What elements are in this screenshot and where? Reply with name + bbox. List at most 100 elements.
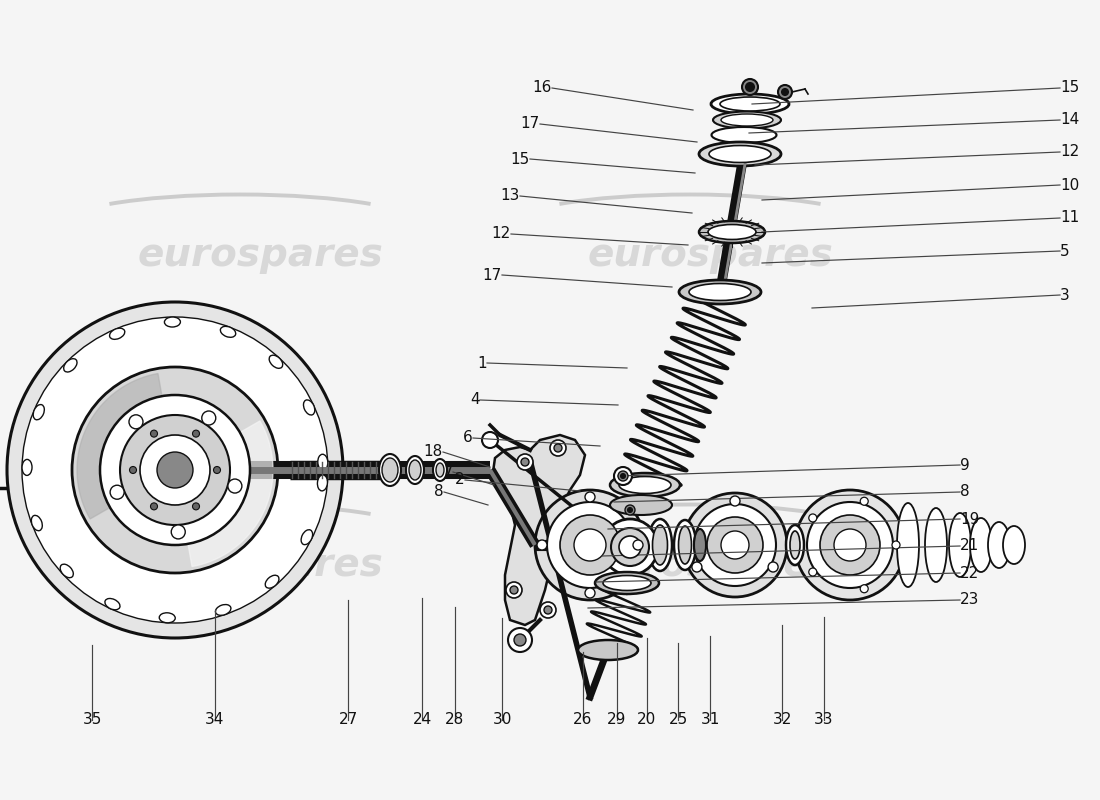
Ellipse shape [22, 459, 32, 475]
Circle shape [537, 540, 547, 550]
Circle shape [807, 502, 893, 588]
Ellipse shape [433, 459, 447, 481]
Circle shape [892, 541, 900, 549]
Ellipse shape [925, 508, 947, 582]
Text: 17: 17 [520, 117, 540, 131]
Ellipse shape [610, 495, 672, 515]
Text: 5: 5 [1060, 243, 1069, 258]
Text: 31: 31 [701, 713, 719, 727]
Circle shape [540, 602, 556, 618]
Circle shape [482, 432, 498, 448]
Text: 9: 9 [960, 458, 970, 473]
Ellipse shape [60, 564, 74, 578]
Ellipse shape [786, 525, 804, 565]
Circle shape [544, 606, 552, 614]
Text: 4: 4 [471, 393, 480, 407]
Ellipse shape [304, 400, 315, 415]
Ellipse shape [708, 225, 756, 239]
Ellipse shape [970, 518, 992, 572]
Circle shape [521, 458, 529, 466]
Circle shape [554, 444, 562, 452]
Text: 3: 3 [1060, 287, 1069, 302]
Polygon shape [77, 374, 175, 519]
Text: 30: 30 [493, 713, 512, 727]
Circle shape [157, 452, 192, 488]
Circle shape [201, 411, 216, 425]
Ellipse shape [595, 572, 659, 594]
Ellipse shape [33, 405, 44, 420]
Circle shape [808, 514, 817, 522]
Text: 33: 33 [814, 713, 834, 727]
Circle shape [692, 562, 702, 572]
Ellipse shape [164, 317, 180, 327]
Circle shape [820, 515, 880, 575]
Ellipse shape [64, 358, 77, 372]
Circle shape [585, 492, 595, 502]
Text: 35: 35 [82, 713, 101, 727]
Ellipse shape [110, 328, 124, 339]
Ellipse shape [674, 520, 696, 570]
Circle shape [778, 85, 792, 99]
Ellipse shape [689, 283, 751, 301]
Text: eurospares: eurospares [587, 236, 833, 274]
Circle shape [7, 302, 343, 638]
Ellipse shape [301, 530, 312, 545]
Text: 19: 19 [960, 511, 979, 526]
Circle shape [795, 490, 905, 600]
Circle shape [110, 486, 124, 499]
Ellipse shape [720, 114, 773, 126]
Text: 12: 12 [492, 226, 512, 242]
Circle shape [618, 471, 628, 481]
Circle shape [782, 89, 788, 95]
Text: 15: 15 [510, 151, 530, 166]
Circle shape [129, 415, 143, 429]
Circle shape [585, 588, 595, 598]
Polygon shape [175, 421, 273, 566]
Ellipse shape [265, 575, 279, 588]
Ellipse shape [949, 513, 971, 577]
Ellipse shape [720, 97, 780, 111]
Text: 26: 26 [573, 713, 593, 727]
Ellipse shape [270, 355, 283, 368]
Text: 16: 16 [532, 81, 552, 95]
Circle shape [614, 467, 632, 485]
Circle shape [574, 529, 606, 561]
Text: 28: 28 [446, 713, 464, 727]
Circle shape [535, 490, 645, 600]
Circle shape [508, 628, 532, 652]
Ellipse shape [988, 522, 1010, 568]
Ellipse shape [1003, 526, 1025, 564]
Ellipse shape [790, 531, 800, 559]
Ellipse shape [713, 111, 781, 129]
Circle shape [22, 317, 328, 623]
Ellipse shape [610, 473, 680, 497]
Circle shape [808, 568, 817, 576]
Circle shape [621, 474, 625, 478]
Ellipse shape [652, 525, 668, 565]
Polygon shape [493, 435, 585, 625]
Ellipse shape [436, 463, 444, 477]
Circle shape [746, 83, 754, 91]
Ellipse shape [603, 575, 651, 590]
Circle shape [514, 634, 526, 646]
Circle shape [768, 562, 778, 572]
Circle shape [860, 585, 868, 593]
Text: 18: 18 [424, 445, 443, 459]
Ellipse shape [648, 519, 672, 571]
Ellipse shape [694, 529, 706, 561]
Ellipse shape [679, 526, 692, 564]
Ellipse shape [406, 456, 424, 484]
Text: 1: 1 [477, 355, 487, 370]
Text: 12: 12 [1060, 145, 1079, 159]
Text: 15: 15 [1060, 81, 1079, 95]
Ellipse shape [698, 221, 764, 243]
Circle shape [694, 504, 776, 586]
Text: 24: 24 [412, 713, 431, 727]
Text: 7: 7 [443, 465, 453, 479]
Circle shape [550, 440, 566, 456]
Circle shape [120, 415, 230, 525]
Circle shape [213, 466, 220, 474]
Circle shape [602, 519, 658, 575]
Circle shape [834, 529, 866, 561]
Circle shape [560, 515, 620, 575]
